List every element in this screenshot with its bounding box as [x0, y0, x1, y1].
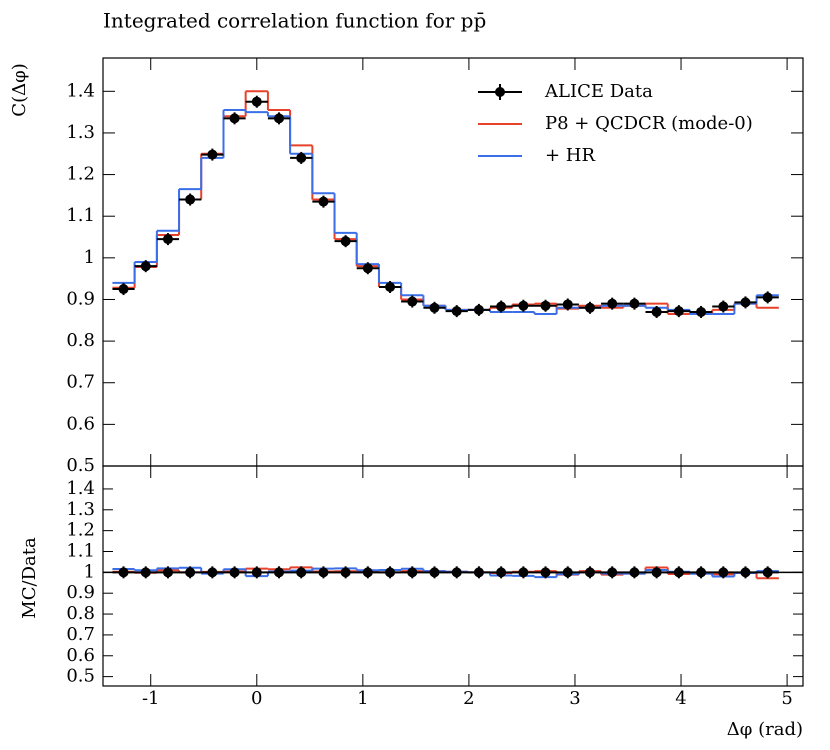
data-point — [229, 113, 240, 124]
data-point — [673, 567, 684, 578]
data-point — [340, 236, 351, 247]
data-point — [762, 292, 773, 303]
data-point — [496, 301, 507, 312]
data-point — [762, 567, 773, 578]
data-point — [362, 263, 373, 274]
data-point — [540, 567, 551, 578]
data-point — [140, 567, 151, 578]
data-point — [607, 567, 618, 578]
data-point — [140, 261, 151, 272]
data-point — [207, 149, 218, 160]
ratio-y-tick-label: 1.2 — [66, 520, 95, 541]
x-tick-label: 5 — [781, 688, 792, 709]
data-point — [296, 152, 307, 163]
data-point — [318, 567, 329, 578]
data-point — [362, 567, 373, 578]
data-point — [162, 567, 173, 578]
ratio-y-axis-label: MC/Data — [19, 537, 40, 619]
data-point — [696, 306, 707, 317]
data-point — [473, 304, 484, 315]
data-point — [185, 567, 196, 578]
data-point — [629, 567, 640, 578]
data-point — [696, 567, 707, 578]
y-tick-label: 1.4 — [66, 80, 95, 101]
chart-title: Integrated correlation function for pp̄ — [103, 9, 486, 33]
ratio-y-tick-label: 1.3 — [66, 499, 95, 520]
ratio-y-tick-label: 0.6 — [66, 645, 95, 666]
data-point — [740, 297, 751, 308]
y-tick-label: 1.3 — [66, 122, 95, 143]
data-point — [185, 194, 196, 205]
y-tick-label: 0.6 — [66, 413, 95, 434]
y-tick-label: 0.7 — [66, 372, 95, 393]
data-point — [718, 301, 729, 312]
legend-swatch — [495, 87, 505, 97]
ratio-frame — [102, 465, 804, 687]
data-point — [718, 567, 729, 578]
y-tick-label: 0.8 — [66, 330, 95, 351]
y-tick-label: 1.1 — [66, 205, 95, 226]
y-tick-label: 1.2 — [66, 164, 95, 185]
data-point — [385, 281, 396, 292]
data-point — [673, 306, 684, 317]
x-tick-label: 2 — [463, 688, 474, 709]
data-point — [584, 567, 595, 578]
data-point — [607, 298, 618, 309]
y-tick-label: 1 — [84, 247, 95, 268]
x-tick-label: 3 — [569, 688, 580, 709]
ratio-y-tick-label: 0.8 — [66, 603, 95, 624]
data-point — [562, 567, 573, 578]
data-point — [229, 567, 240, 578]
data-point — [562, 299, 573, 310]
ratio-y-tick-label: 0.9 — [66, 582, 95, 603]
x-tick-label: 4 — [675, 688, 686, 709]
data-point — [629, 298, 640, 309]
data-point — [429, 302, 440, 313]
x-axis-label: Δφ (rad) — [727, 719, 803, 740]
data-point — [451, 567, 462, 578]
data-point — [274, 567, 285, 578]
y-tick-label: 0.9 — [66, 288, 95, 309]
legend-label: ALICE Data — [544, 81, 653, 102]
data-point — [740, 567, 751, 578]
ratio-y-tick-label: 1 — [84, 561, 95, 582]
data-point — [162, 234, 173, 245]
data-point — [518, 567, 529, 578]
data-point — [429, 567, 440, 578]
data-point — [407, 567, 418, 578]
data-point — [340, 567, 351, 578]
data-point — [118, 284, 129, 295]
ratio-y-tick-label: 0.7 — [66, 624, 95, 645]
data-point — [496, 567, 507, 578]
x-tick-label: 0 — [251, 688, 262, 709]
data-point — [407, 296, 418, 307]
data-point — [318, 196, 329, 207]
y-tick-label: 0.5 — [66, 455, 95, 476]
ratio-y-tick-label: 0.5 — [66, 666, 95, 687]
legend-label: + HR — [545, 145, 596, 166]
x-tick-label: 1 — [357, 688, 368, 709]
data-point — [518, 300, 529, 311]
data-point — [118, 567, 129, 578]
data-point — [385, 567, 396, 578]
data-point — [207, 567, 218, 578]
data-point — [251, 567, 262, 578]
ratio-y-tick-label: 1.4 — [66, 478, 95, 499]
legend-label: P8 + QCDCR (mode-0) — [545, 113, 753, 134]
x-tick-label: -1 — [142, 688, 160, 709]
data-point — [651, 567, 662, 578]
data-point — [584, 302, 595, 313]
ratio-y-tick-label: 1.1 — [66, 540, 95, 561]
data-point — [251, 96, 262, 107]
data-point — [473, 567, 484, 578]
data-point — [451, 306, 462, 317]
y-axis-label: C(Δφ) — [9, 63, 30, 116]
data-point — [651, 306, 662, 317]
data-point — [296, 567, 307, 578]
data-point — [540, 300, 551, 311]
data-point — [274, 113, 285, 124]
